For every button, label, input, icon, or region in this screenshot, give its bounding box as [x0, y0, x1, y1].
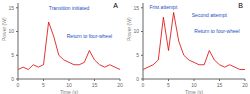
- svg-text:0: 0: [136, 76, 139, 82]
- svg-text:10: 10: [8, 28, 14, 34]
- svg-text:5: 5: [42, 82, 45, 88]
- svg-text:Second attempt: Second attempt: [192, 12, 228, 18]
- svg-text:5: 5: [136, 52, 139, 58]
- svg-text:0: 0: [11, 76, 14, 82]
- svg-text:Time (s): Time (s): [185, 89, 203, 94]
- html-text:A: A: [113, 2, 118, 9]
- svg-text:0: 0: [142, 82, 145, 88]
- html-text:B: B: [238, 2, 243, 9]
- svg-text:15: 15: [217, 82, 223, 88]
- svg-text:5: 5: [167, 82, 170, 88]
- svg-text:15: 15: [133, 5, 139, 11]
- svg-text:Power (W): Power (W): [126, 17, 132, 41]
- svg-text:Time (s): Time (s): [60, 89, 78, 94]
- svg-text:20: 20: [117, 82, 123, 88]
- svg-text:10: 10: [66, 82, 72, 88]
- svg-text:5: 5: [11, 52, 14, 58]
- svg-text:10: 10: [133, 28, 139, 34]
- svg-text:15: 15: [92, 82, 98, 88]
- svg-text:10: 10: [191, 82, 197, 88]
- svg-text:Transition initiated: Transition initiated: [49, 5, 90, 11]
- svg-text:Return to four-wheel: Return to four-wheel: [67, 33, 112, 39]
- svg-text:Return to four-wheel: Return to four-wheel: [194, 28, 239, 34]
- svg-text:Frist attempt: Frist attempt: [150, 4, 178, 10]
- svg-text:0: 0: [17, 82, 20, 88]
- svg-text:15: 15: [8, 5, 14, 11]
